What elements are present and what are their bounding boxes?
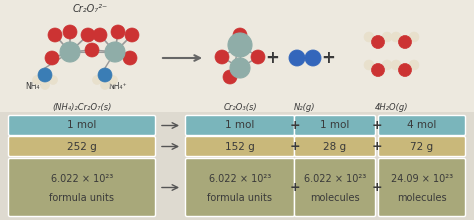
Circle shape [63, 25, 77, 39]
Circle shape [230, 58, 250, 78]
Text: 1 mol: 1 mol [320, 121, 350, 130]
Text: 1 mol: 1 mol [67, 121, 97, 130]
Circle shape [399, 64, 411, 77]
Circle shape [409, 32, 419, 42]
FancyBboxPatch shape [185, 136, 294, 156]
FancyBboxPatch shape [185, 158, 294, 216]
Circle shape [85, 43, 99, 57]
Text: +: + [289, 181, 300, 194]
FancyBboxPatch shape [294, 136, 375, 156]
Text: Cr₂O₃(s): Cr₂O₃(s) [223, 103, 257, 112]
Circle shape [215, 50, 229, 64]
Circle shape [92, 75, 101, 84]
Text: formula units: formula units [208, 192, 273, 202]
FancyBboxPatch shape [9, 116, 155, 136]
Circle shape [81, 28, 95, 42]
FancyBboxPatch shape [294, 116, 375, 136]
Circle shape [125, 28, 139, 42]
Text: formula units: formula units [49, 192, 115, 202]
Text: Cr₂O₇²⁻: Cr₂O₇²⁻ [73, 4, 108, 14]
Circle shape [399, 35, 411, 48]
Bar [0, 112, 474, 220]
Text: 4 mol: 4 mol [407, 121, 437, 130]
Text: 252 g: 252 g [67, 141, 97, 152]
Circle shape [98, 68, 112, 82]
Circle shape [233, 28, 247, 42]
Text: molecules: molecules [397, 192, 447, 202]
Circle shape [391, 60, 401, 70]
Text: +: + [372, 140, 383, 153]
FancyBboxPatch shape [379, 116, 465, 136]
Text: 4H₂O(g): 4H₂O(g) [375, 103, 409, 112]
Text: +: + [372, 119, 383, 132]
Text: +: + [265, 49, 279, 67]
Circle shape [364, 60, 374, 70]
Circle shape [409, 60, 419, 70]
Text: +: + [372, 181, 383, 194]
Text: NH₄⁺: NH₄⁺ [109, 82, 128, 91]
Circle shape [305, 50, 321, 66]
Circle shape [100, 68, 109, 77]
Circle shape [364, 32, 374, 42]
FancyBboxPatch shape [185, 116, 294, 136]
Circle shape [289, 50, 305, 66]
Text: (NH₄)₂Cr₂O₇(s): (NH₄)₂Cr₂O₇(s) [52, 103, 112, 112]
Text: molecules: molecules [310, 192, 360, 202]
Text: NH₄⁺: NH₄⁺ [26, 82, 44, 91]
Circle shape [111, 25, 125, 39]
Circle shape [93, 28, 107, 42]
FancyBboxPatch shape [9, 158, 155, 216]
Circle shape [40, 81, 49, 90]
Circle shape [105, 42, 125, 62]
Circle shape [33, 75, 42, 84]
Circle shape [48, 28, 62, 42]
Circle shape [48, 75, 57, 84]
Text: 6.022 × 10²³: 6.022 × 10²³ [51, 174, 113, 185]
Circle shape [372, 64, 384, 77]
Circle shape [223, 70, 237, 84]
Circle shape [228, 33, 252, 57]
Text: 6.022 × 10²³: 6.022 × 10²³ [304, 174, 366, 185]
Text: 1 mol: 1 mol [225, 121, 255, 130]
Circle shape [123, 51, 137, 65]
FancyBboxPatch shape [379, 136, 465, 156]
Text: +: + [289, 119, 300, 132]
Circle shape [100, 81, 109, 90]
Circle shape [109, 75, 118, 84]
Circle shape [40, 68, 49, 77]
Text: 24.09 × 10²³: 24.09 × 10²³ [391, 174, 453, 185]
Circle shape [251, 50, 265, 64]
Text: 72 g: 72 g [410, 141, 434, 152]
Text: 6.022 × 10²³: 6.022 × 10²³ [209, 174, 271, 185]
Text: N₂(g): N₂(g) [294, 103, 316, 112]
Circle shape [45, 51, 59, 65]
Bar [0, 0, 474, 112]
FancyBboxPatch shape [294, 158, 375, 216]
Circle shape [38, 68, 52, 82]
Circle shape [372, 35, 384, 48]
Text: +: + [289, 140, 300, 153]
Text: 28 g: 28 g [323, 141, 346, 152]
Circle shape [382, 60, 392, 70]
Text: 152 g: 152 g [225, 141, 255, 152]
Circle shape [60, 42, 80, 62]
Text: +: + [321, 49, 335, 67]
FancyBboxPatch shape [379, 158, 465, 216]
FancyBboxPatch shape [9, 136, 155, 156]
Circle shape [382, 32, 392, 42]
Circle shape [391, 32, 401, 42]
